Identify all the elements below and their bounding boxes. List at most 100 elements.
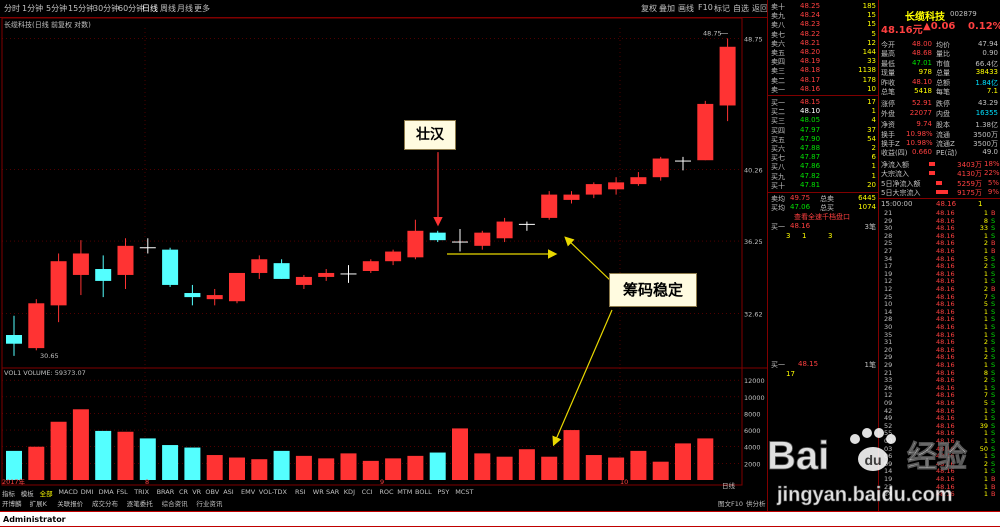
indicator-tab[interactable]: ASI: [223, 488, 234, 496]
quote-label: 跌停: [936, 100, 950, 109]
ob-label: 买四: [771, 126, 785, 135]
candle-up: [630, 177, 647, 185]
tick-vol: 2: [983, 239, 988, 248]
indicator-tab[interactable]: CCI: [361, 488, 373, 496]
quote-label: 量比: [936, 50, 950, 59]
indicator-tab[interactable]: PSY: [437, 488, 450, 496]
candle-down: [162, 249, 179, 285]
period-tab[interactable]: 月线: [177, 4, 193, 13]
indicator-tab[interactable]: DMI: [80, 488, 94, 496]
orderbook-divider: [768, 95, 878, 96]
ob-vol: 2: [871, 144, 876, 152]
indicator-tab[interactable]: VR: [192, 488, 202, 496]
period-tab[interactable]: 更多: [194, 4, 210, 13]
buy-level: 买九 47.82 1: [768, 172, 878, 181]
indicator-tab[interactable]: 指标: [2, 490, 15, 498]
tick-vol: 1: [983, 452, 988, 461]
sell-level: 卖七 48.22 5: [768, 30, 878, 39]
indicator-tab[interactable]: 模板: [20, 490, 34, 498]
tick-time: 55: [884, 429, 893, 438]
indicator-tab[interactable]: RSI: [295, 488, 306, 496]
queue-row: 买一 48.15 1笔: [768, 360, 878, 369]
indicator-tab[interactable]: BRAR: [156, 488, 175, 496]
period-tab[interactable]: 5分钟: [46, 4, 68, 13]
tick-side: S: [991, 444, 996, 453]
full-orderbook-link[interactable]: 查看全速千档盘口: [794, 213, 850, 221]
indicator-tab[interactable]: SAR: [326, 488, 340, 496]
quote-value: 48.10: [911, 77, 932, 86]
tick-time: 25: [884, 239, 893, 248]
back-button[interactable]: 返回: [752, 4, 768, 13]
volume-bar: [72, 409, 89, 480]
volume-bar: [251, 459, 268, 480]
tick-vol: 2: [983, 376, 988, 385]
indicator-tab[interactable]: CR: [179, 488, 189, 496]
indicator-tab[interactable]: KDJ: [343, 488, 355, 496]
ob-price: 48.24: [800, 11, 821, 20]
tick-price: 48.16: [936, 338, 955, 347]
tick-price: 48.16: [936, 224, 955, 233]
period-tab[interactable]: 15分钟: [68, 4, 95, 13]
right-tab[interactable]: 图文F10: [718, 500, 744, 508]
date-label: 9: [380, 478, 384, 486]
indicator-tab[interactable]: MTM: [397, 488, 413, 496]
right-tab[interactable]: 供分析: [746, 500, 766, 508]
flow-bar: [936, 190, 948, 195]
indicator-tab[interactable]: ROC: [379, 488, 394, 496]
indicator-tab[interactable]: VOL-TDX: [258, 488, 287, 496]
quote-label: 最高: [881, 50, 895, 59]
ob-vol: 12: [867, 38, 876, 47]
tick-price: 48.16: [936, 200, 957, 208]
draw-line-button[interactable]: 画线: [678, 4, 694, 13]
indicator-tab[interactable]: OBV: [205, 488, 220, 496]
candle-down: [184, 293, 201, 298]
feature-tab[interactable]: 行业资讯: [196, 500, 223, 508]
period-tab[interactable]: 30分钟: [93, 4, 120, 13]
flow-value: 5259万: [957, 179, 982, 188]
kline-chart[interactable]: 48.75 40.26 36.25 32.62 12000 10000 8000 6000 40…: [0, 18, 767, 486]
tick-divider: [879, 198, 1000, 199]
tick-side: S: [991, 376, 996, 385]
feature-tab[interactable]: 逐笔委托: [126, 500, 153, 508]
sell-level: 卖十 48.25 185: [768, 2, 878, 11]
indicator-tab[interactable]: FSL: [116, 488, 128, 496]
ob-vol: 1074: [858, 203, 876, 211]
indicator-tab[interactable]: 全部: [39, 490, 53, 498]
indicator-tab[interactable]: WR: [312, 488, 324, 496]
ob-vol: 37: [867, 125, 876, 134]
overlay-button[interactable]: 叠加: [659, 4, 675, 13]
period-tab-active[interactable]: 日线: [142, 4, 158, 13]
indicator-tab[interactable]: MCST: [455, 488, 474, 496]
quote-label: PE(动): [936, 149, 958, 158]
flow-value: 3403万: [957, 161, 982, 169]
ob-price: 48.17: [800, 75, 821, 84]
period-tab[interactable]: 1分钟: [22, 4, 44, 13]
tick-time: 49: [884, 414, 893, 423]
indicator-tab[interactable]: BOLL: [415, 488, 432, 496]
quote-value: 47.01: [911, 58, 932, 67]
tick-side: S: [991, 459, 996, 468]
price-change-pct: 0.12%: [968, 21, 1000, 32]
quote-value: 16355: [975, 108, 998, 117]
period-tab[interactable]: 60分钟: [118, 4, 145, 13]
feature-tab[interactable]: 成交分布: [92, 500, 118, 508]
mark-button[interactable]: 标记: [714, 4, 730, 13]
quote-label: 流通: [936, 130, 950, 139]
indicator-tab[interactable]: MACD: [58, 488, 78, 496]
indicator-tab[interactable]: EMV: [241, 488, 256, 496]
flow-label: 净流入额: [881, 161, 909, 169]
indicator-tab[interactable]: DMA: [98, 488, 114, 496]
tick-price: 48.16: [936, 368, 955, 377]
indicator-tab[interactable]: TRIX: [134, 488, 150, 496]
feature-tab[interactable]: 关联报价: [57, 500, 84, 508]
period-tab[interactable]: 分时: [4, 4, 20, 13]
favorites-button[interactable]: 自选: [733, 4, 749, 13]
feature-tab[interactable]: 开博麟: [2, 500, 22, 508]
f10-button[interactable]: F10: [698, 3, 713, 12]
fuquan-button[interactable]: 复权: [641, 4, 657, 13]
feature-tab[interactable]: 综合资讯: [161, 500, 188, 508]
tick-price: 48.16: [936, 209, 955, 217]
ob-label: 卖均: [771, 195, 785, 203]
period-tab[interactable]: 周线: [160, 4, 176, 13]
feature-tab[interactable]: 扩展K: [29, 500, 47, 508]
